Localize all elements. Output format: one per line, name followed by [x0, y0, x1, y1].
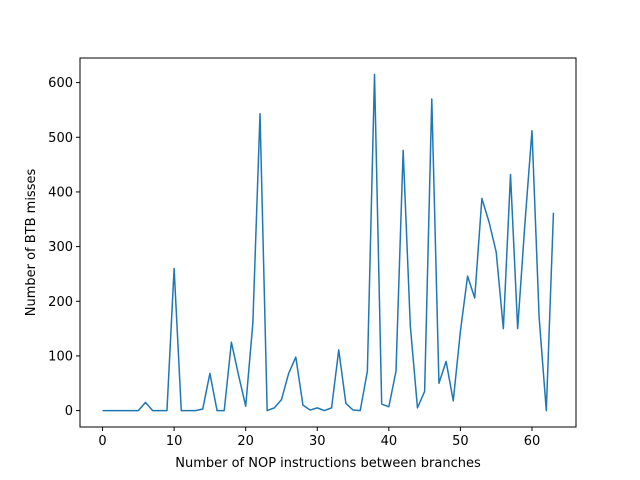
- plot-area: [80, 58, 576, 427]
- y-tick-label: 100: [48, 349, 73, 364]
- y-axis: 0 100 200 300 400 500 600: [48, 76, 80, 419]
- x-tick-label: 50: [452, 434, 469, 449]
- plot-frame: [79, 57, 577, 428]
- x-tick-label: 10: [166, 434, 183, 449]
- y-tick-label: 600: [48, 76, 73, 91]
- series-layer: [102, 73, 555, 412]
- x-tick-label: 30: [309, 434, 326, 449]
- y-tick-label: 400: [48, 185, 73, 200]
- x-axis-label: Number of NOP instructions between branc…: [175, 456, 481, 471]
- x-tick-label: 60: [524, 434, 541, 449]
- x-tick-label: 20: [237, 434, 254, 449]
- y-tick-label: 200: [48, 295, 73, 310]
- y-tick-label: 500: [48, 131, 73, 146]
- y-axis-label: Number of BTB misses: [24, 169, 39, 317]
- series-line-0: [102, 73, 555, 412]
- y-tick-label: 300: [48, 240, 73, 255]
- x-tick-label: 40: [381, 434, 398, 449]
- x-axis: 0 10 20 30 40 50 60: [98, 427, 540, 449]
- y-tick-label: 0: [65, 404, 73, 419]
- x-tick-label: 0: [98, 434, 106, 449]
